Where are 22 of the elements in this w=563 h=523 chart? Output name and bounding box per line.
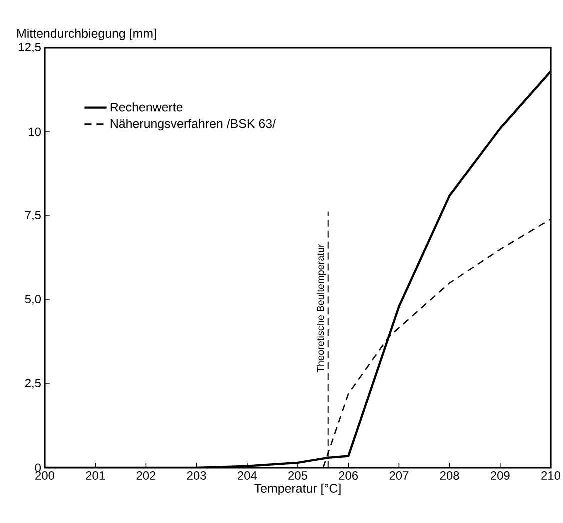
x-tick-label: 205: [288, 472, 308, 480]
y-tick-label: 12,5: [19, 43, 41, 53]
legend-label: Rechenwerte: [110, 102, 183, 112]
y-tick-label: 0: [35, 464, 42, 472]
x-tick-label: 201: [86, 472, 105, 480]
x-tick-label: 208: [440, 472, 460, 480]
x-tick-label: 202: [136, 472, 156, 480]
y-axis-title: Mittendurchbiegung [mm]: [18, 28, 156, 40]
legend-label: Näherungsverfahren /BSK 63/: [110, 119, 276, 131]
x-axis-title: Temperatur [°C]: [254, 484, 341, 496]
x-tick-label: 209: [491, 472, 510, 480]
y-tick-label: 10: [29, 128, 42, 136]
x-tick-label: 203: [187, 472, 206, 480]
x-tick-label: 204: [238, 472, 258, 480]
y-tick-label: 5,0: [25, 295, 42, 305]
x-tick-label: 200: [36, 472, 55, 480]
x-tick-label: 210: [542, 472, 561, 480]
x-tick-label: 206: [339, 472, 358, 480]
y-tick-label: 7,5: [25, 211, 41, 221]
ref-line-label: Theoretische Beultemperatur: [316, 244, 326, 372]
y-tick-label: 2,5: [25, 379, 41, 389]
x-tick-label: 207: [390, 472, 409, 480]
